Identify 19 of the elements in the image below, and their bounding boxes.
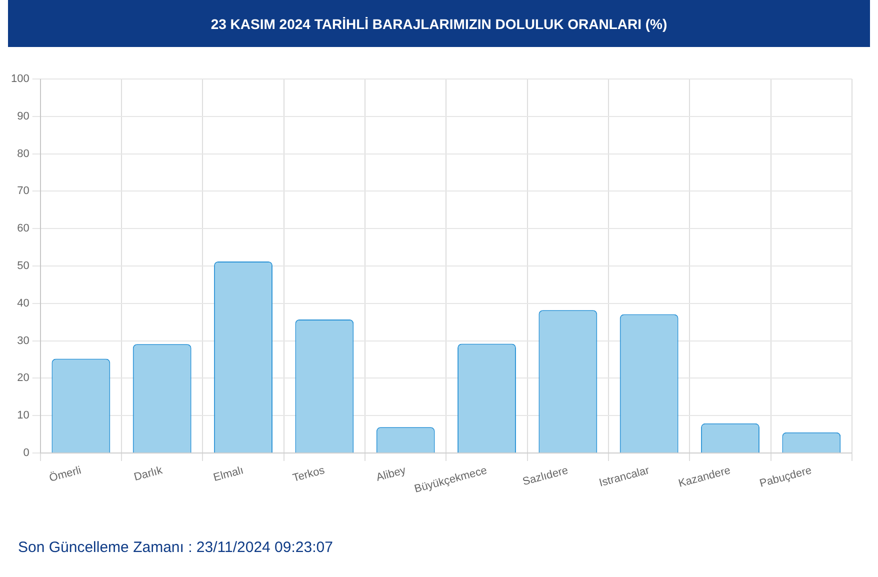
y-tick-label: 0 (23, 446, 30, 459)
text: Son Güncelleme Zamanı : 23/11/2024 09:23:07 (18, 539, 334, 556)
y-tick-label: 50 (17, 260, 30, 272)
y-tick-label: 10 (17, 410, 30, 422)
y-tick-label: 40 (17, 297, 30, 310)
y-tick-label: 100 (10, 73, 30, 86)
y-tick-label: 80 (17, 148, 30, 160)
y-tick-label: 70 (17, 185, 30, 198)
x-tick-label: Sazlıdere (521, 464, 570, 488)
x-tick-label: Terkos (292, 464, 326, 485)
chart-title: 23 KASIM 2024 TARİHLİ BARAJLARIMIZIN DOLULUK ORANLARI (%) (8, 0, 870, 47)
x-tick-label: Alibey (375, 464, 408, 484)
y-tick-label: 90 (17, 110, 30, 122)
x-tick-label: Darlık (132, 464, 164, 484)
y-tick-label: 20 (17, 372, 30, 384)
x-tick-label: Ömerli (48, 464, 82, 485)
y-tick-label: 60 (17, 222, 30, 235)
x-tick-label: Elmalı (212, 464, 245, 484)
y-tick-label: 30 (17, 334, 30, 347)
